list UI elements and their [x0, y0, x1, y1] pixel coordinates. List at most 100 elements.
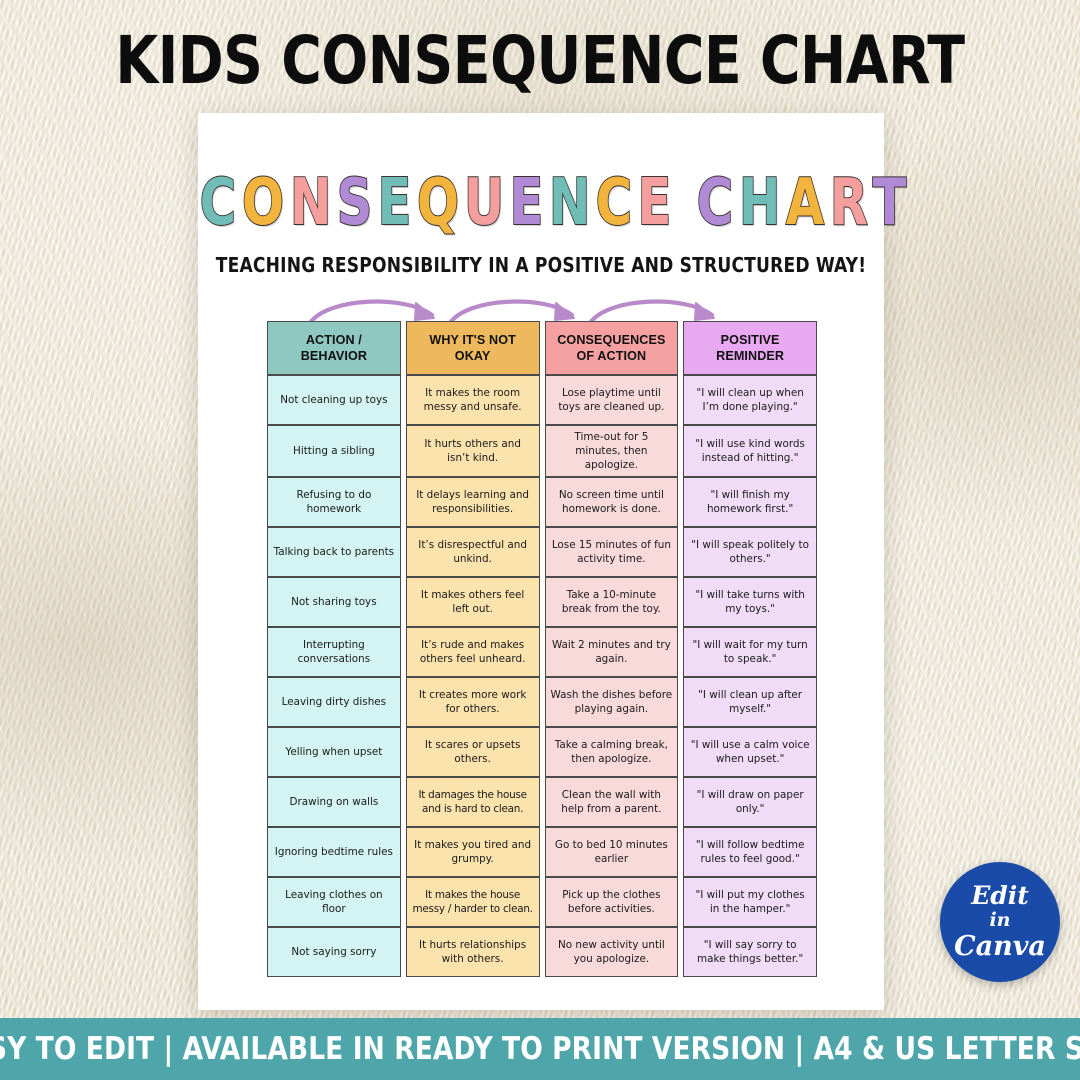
table-cell-consequence: Time-out for 5 minutes, then apologize.	[544, 425, 679, 477]
table-cell-consequence: Lose playtime until toys are cleaned up.	[544, 375, 679, 425]
poster-title-letter-13: H	[738, 165, 782, 240]
table-header-cell-0: ACTION / BEHAVIOR	[267, 321, 401, 375]
arrows-svg	[307, 299, 715, 326]
table-cell-action: Not sharing toys	[267, 577, 401, 627]
table-row: Refusing to do homework It delays learnin…	[267, 477, 817, 527]
table-header-cell-1: WHY IT'S NOT OKAY	[405, 321, 540, 375]
table-header-line: WHY IT'S NOT	[429, 333, 516, 347]
table-cell-reminder: "I will draw on paper only."	[683, 777, 817, 827]
table-cell-action: Interrupting conversations	[267, 627, 401, 677]
poster-title-letter-7: E	[509, 165, 546, 240]
printable-page: CONSEQUENCE CHART TEACHING RESPONSIBILIT…	[198, 113, 907, 1010]
table-cell-action: Leaving clothes on floor	[267, 877, 401, 927]
canva-badge-line-3: Canva	[954, 931, 1046, 962]
table-cell-why: It damages the house and is hard to clea…	[405, 777, 540, 827]
table-cell-consequence: Clean the wall with help from a parent.	[544, 777, 679, 827]
table-cell-why: It’s rude and makes others feel unheard.	[405, 627, 540, 677]
arrow-curve-0	[307, 299, 435, 326]
listing-title: KIDS CONSEQUENCE CHART	[115, 22, 965, 99]
table-row: Drawing on walls It damages the house and…	[267, 777, 817, 827]
table-cell-action: Not saying sorry	[267, 927, 401, 977]
poster-title-letter-4: E	[376, 165, 413, 240]
table-cell-reminder: "I will finish my homework first."	[683, 477, 817, 527]
table-cell-action: Hitting a sibling	[267, 425, 401, 477]
table-row: Yelling when upset It scares or upsets ot…	[267, 727, 817, 777]
table-row: Ignoring bedtime rules It makes you tired…	[267, 827, 817, 877]
table-cell-why: It hurts others and isn’t kind.	[405, 425, 540, 477]
table-row: Talking back to parents It’s disrespectfu…	[267, 527, 817, 577]
table-cell-why: It makes you tired and grumpy.	[405, 827, 540, 877]
table-header-line: OF ACTION	[576, 349, 647, 363]
table-header-line: CONSEQUENCES	[557, 333, 666, 347]
bottom-banner: EASY TO EDIT | AVAILABLE IN READY TO PRI…	[0, 1018, 1080, 1080]
table-header-line: POSITIVE	[720, 333, 780, 347]
poster-title: CONSEQUENCE CHART	[198, 166, 907, 239]
table-cell-reminder: "I will wait for my turn to speak."	[683, 627, 817, 677]
table-cell-reminder: "I will use kind words instead of hittin…	[683, 425, 817, 477]
arrow-head-1	[554, 302, 575, 321]
table-row: Not cleaning up toys It makes the room me…	[267, 375, 817, 425]
arrow-curve-1	[447, 299, 575, 326]
table-cell-consequence: No screen time until homework is done.	[544, 477, 679, 527]
table-cell-reminder: "I will speak politely to others."	[683, 527, 817, 577]
table-cell-reminder: "I will say sorry to make things better.…	[683, 927, 817, 977]
table-cell-why: It creates more work for others.	[405, 677, 540, 727]
table-header-line: BEHAVIOR	[300, 349, 368, 363]
arrow-head-2	[694, 302, 715, 321]
table-cell-why: It’s disrespectful and unkind.	[405, 527, 540, 577]
arrow-curve-2	[587, 299, 715, 326]
poster-title-space	[676, 168, 694, 239]
poster-title-letter-12: C	[696, 165, 735, 240]
table-cell-consequence: Take a 10-minute break from the toy.	[544, 577, 679, 627]
table-row: Leaving clothes on floor It makes the hou…	[267, 877, 817, 927]
table-cell-reminder: "I will clean up after myself."	[683, 677, 817, 727]
poster-title-letter-14: A	[785, 165, 826, 240]
table-cell-consequence: Take a calming break, then apologize.	[544, 727, 679, 777]
table-cell-consequence: Wash the dishes before playing again.	[544, 677, 679, 727]
table-cell-why: It delays learning and responsibilities.	[405, 477, 540, 527]
table-cell-consequence: Lose 15 minutes of fun activity time.	[544, 527, 679, 577]
table-header-cell-3: POSITIVE REMINDER	[683, 321, 817, 375]
poster-title-letter-0: C	[199, 165, 238, 240]
table-row: Hitting a sibling It hurts others and isn…	[267, 425, 817, 477]
poster-title-letter-1: O	[241, 165, 286, 240]
poster-title-letter-5: Q	[416, 165, 461, 240]
table-header-line: ACTION /	[305, 333, 362, 347]
table-cell-reminder: "I will clean up when I’m done playing."	[683, 375, 817, 425]
table-header-row: ACTION / BEHAVIOR WHY IT'S NOT OKAY CONSEQUE…	[267, 321, 817, 375]
edit-in-canva-badge[interactable]: Edit in Canva	[940, 862, 1060, 982]
table-cell-why: It makes the room messy and unsafe.	[405, 375, 540, 425]
table-cell-reminder: "I will follow bedtime rules to feel goo…	[683, 827, 817, 877]
table-header-line: OKAY	[454, 349, 491, 363]
table-cell-reminder: "I will put my clothes in the hamper."	[683, 877, 817, 927]
poster-subtitle: TEACHING RESPONSIBILITY IN A POSITIVE AN…	[215, 253, 867, 277]
table-cell-consequence: Pick up the clothes before activities.	[544, 877, 679, 927]
consequence-table: ACTION / BEHAVIOR WHY IT'S NOT OKAY CONSEQUE…	[262, 321, 822, 977]
table-cell-action: Talking back to parents	[267, 527, 401, 577]
table-header-line: REMINDER	[716, 349, 785, 363]
canva-badge-line-1: Edit	[971, 881, 1029, 910]
table-cell-action: Drawing on walls	[267, 777, 401, 827]
table-body: Not cleaning up toys It makes the room me…	[267, 375, 817, 977]
table-cell-why: It hurts relationships with others.	[405, 927, 540, 977]
poster-title-letter-2: N	[289, 165, 333, 240]
poster-title-letter-3: S	[336, 165, 375, 240]
arrow-head-0	[414, 302, 435, 321]
table-cell-why: It scares or upsets others.	[405, 727, 540, 777]
table-cell-consequence: No new activity until you apologize.	[544, 927, 679, 977]
poster-title-letter-16: T	[872, 165, 909, 240]
table-row: Interrupting conversations It’s rude and …	[267, 627, 817, 677]
table-cell-action: Not cleaning up toys	[267, 375, 401, 425]
table-cell-reminder: "I will use a calm voice when upset."	[683, 727, 817, 777]
table-cell-consequence: Go to bed 10 minutes earlier	[544, 827, 679, 877]
poster-title-letter-10: E	[637, 165, 674, 240]
table-head: ACTION / BEHAVIOR WHY IT'S NOT OKAY CONSEQUE…	[267, 321, 817, 375]
table-cell-action: Leaving dirty dishes	[267, 677, 401, 727]
poster-title-letter-6: U	[464, 165, 507, 240]
table-row: Not sharing toys It makes others feel lef…	[267, 577, 817, 627]
table-cell-why: It makes others feel left out.	[405, 577, 540, 627]
consequence-table-wrap: ACTION / BEHAVIOR WHY IT'S NOT OKAY CONSEQUE…	[262, 321, 822, 977]
table-header-cell-2: CONSEQUENCES OF ACTION	[544, 321, 679, 375]
table-row: Not saying sorry It hurts relationships w…	[267, 927, 817, 977]
